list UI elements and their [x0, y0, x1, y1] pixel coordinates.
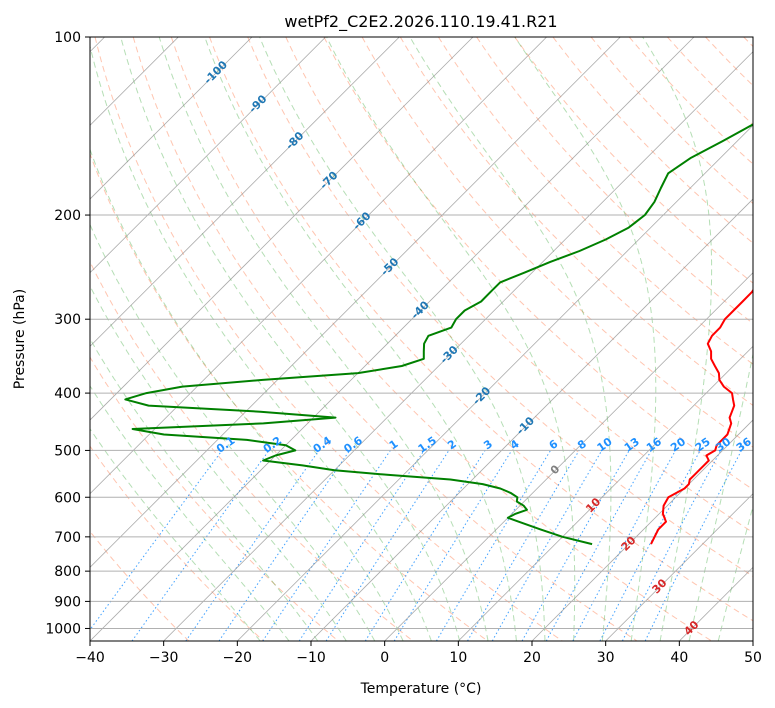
moist-adiabat-line [90, 44, 432, 641]
y-tick-label: 800 [54, 564, 81, 580]
mixing-ratio-label: 36 [734, 435, 754, 455]
moist-adiabat-line [688, 352, 753, 641]
moist-adiabat-line [90, 337, 319, 641]
moist-adiabat-line [90, 223, 376, 641]
moist-adiabat-line [514, 37, 657, 641]
x-tick-label: −10 [296, 650, 326, 666]
isotherm-line [90, 37, 474, 421]
grid-lines [90, 37, 753, 629]
y-tick-label: 400 [54, 386, 81, 402]
dry-adiabat-line [209, 37, 753, 622]
dry-adiabat-line [132, 37, 638, 641]
y-axis: 100 200 300 400 500 600 700 800 900 1000 [45, 30, 90, 637]
mixing-ratio-line [393, 450, 513, 641]
isotherm-line [90, 37, 695, 641]
moist-adiabat-line [90, 148, 404, 641]
chart-title: wetPf2_C2E2.2026.110.19.41.R21 [284, 12, 557, 32]
isotherm-line [531, 419, 753, 641]
y-tick-label: 600 [54, 490, 81, 506]
x-tick-label: 0 [380, 650, 389, 666]
mixing-ratio-line [572, 450, 676, 641]
isotherm-line [90, 37, 547, 495]
x-tick-label: 10 [449, 650, 467, 666]
moist-adiabat-line [642, 37, 713, 641]
y-tick-label: 700 [54, 530, 81, 546]
x-tick-label: 40 [670, 650, 688, 666]
y-tick-label: 300 [54, 312, 81, 328]
moist-adiabat-line [90, 428, 261, 641]
mixing-ratio-line [521, 450, 630, 641]
dry-adiabat-line [170, 37, 712, 641]
y-tick-label: 900 [54, 594, 81, 610]
mixing-ratio-line [644, 450, 742, 641]
isotherm-line [310, 198, 753, 641]
temperature-profile-line [650, 288, 753, 545]
dry-adiabat-line [437, 37, 753, 365]
mixing-ratio-line [621, 450, 722, 641]
isotherm-line [237, 124, 753, 641]
dry-adiabat-line [94, 37, 563, 641]
x-axis: −40 −30 −20 −10 0 10 20 30 40 50 [75, 641, 762, 666]
x-tick-label: 50 [744, 650, 762, 666]
y-axis-label: Pressure (hPa) [12, 289, 28, 389]
isotherm-line [458, 345, 753, 641]
dry-adiabat-line [90, 445, 264, 641]
background-lines [90, 37, 753, 641]
moist-adiabat-line [717, 504, 753, 641]
dry-adiabat-line [90, 152, 488, 641]
plot-area [90, 37, 753, 641]
moist-adiabat-line [120, 37, 461, 641]
sounding-series [124, 123, 753, 546]
dewpoint-profile-line [124, 123, 753, 546]
moist-adiabat-line [409, 37, 612, 641]
mixing-ratio-line [90, 450, 223, 631]
y-tick-label: 500 [54, 443, 81, 459]
isotherm-line [90, 37, 621, 568]
moist-adiabat-line [158, 37, 489, 641]
mixing-ratio-line [262, 450, 391, 641]
mixing-ratio-line [298, 450, 425, 641]
plot-frame [89, 36, 754, 642]
isotherm-line [384, 272, 753, 641]
isotherm-line [163, 51, 753, 641]
y-tick-label: 1000 [45, 621, 81, 637]
mixing-ratio-line [545, 450, 652, 641]
moist-adiabat-line [90, 285, 347, 641]
x-tick-label: −40 [75, 650, 105, 666]
moist-adiabat-line [326, 37, 576, 641]
mixing-ratio-line [218, 450, 351, 641]
isotherm-line [752, 640, 753, 641]
dry-adiabat-line [476, 37, 753, 325]
isotherm-line [90, 37, 326, 274]
y-tick-label: 100 [54, 30, 81, 46]
moist-adiabat-line [259, 37, 546, 641]
x-tick-label: −20 [223, 650, 253, 666]
x-axis-label: Temperature (°C) [360, 681, 482, 697]
x-tick-label: 30 [597, 650, 615, 666]
x-tick-label: 20 [523, 650, 541, 666]
x-tick-label: −30 [149, 650, 179, 666]
isotherm-line [90, 37, 253, 200]
y-tick-label: 200 [54, 208, 81, 224]
isotherm-line [90, 37, 400, 347]
dry-adiabat-line [247, 37, 753, 577]
mixing-ratio-line [185, 450, 320, 641]
mixing-ratio-line [325, 450, 450, 641]
dry-adiabat-line [323, 37, 753, 491]
isotherm-line [605, 493, 753, 641]
moist-adiabat-line [204, 37, 517, 641]
moist-adiabat-line [90, 384, 290, 641]
